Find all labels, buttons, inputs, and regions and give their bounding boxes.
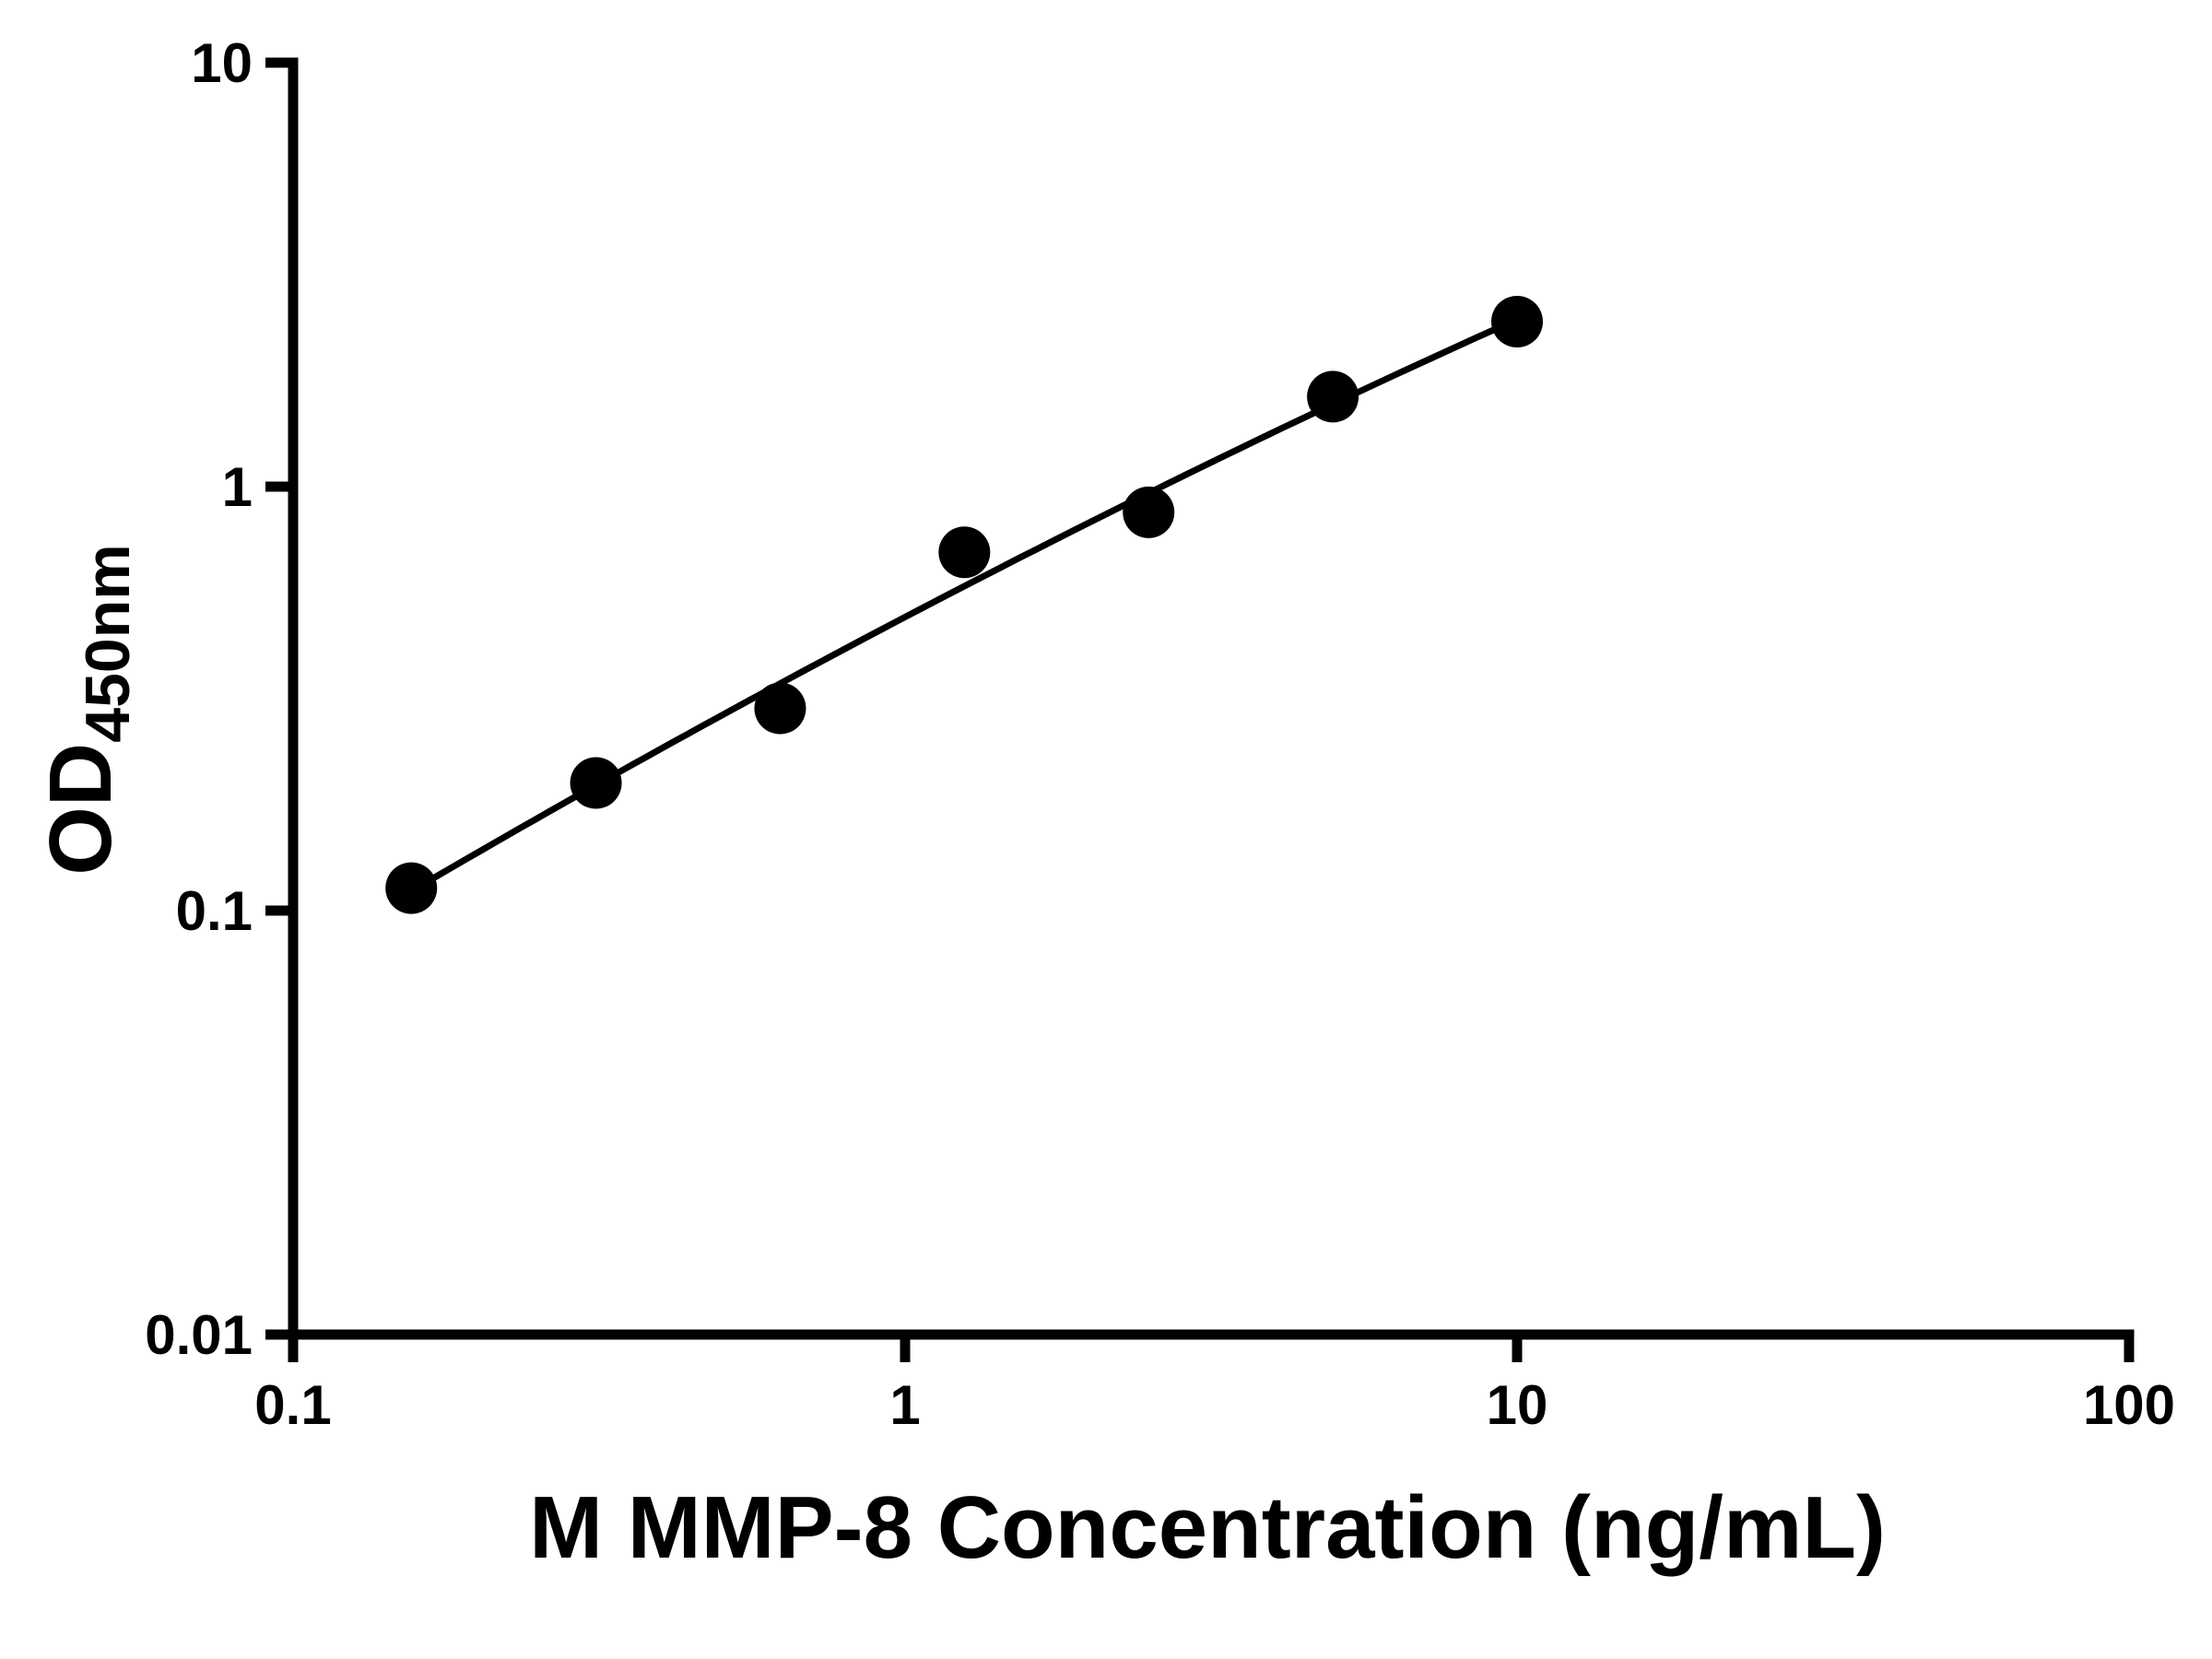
y-axis-title: OD450nm xyxy=(31,544,143,875)
data-point-2 xyxy=(570,757,622,809)
data-point-1 xyxy=(385,862,438,914)
data-point-7 xyxy=(1491,295,1543,347)
data-point-5 xyxy=(1123,486,1175,538)
data-point-4 xyxy=(938,526,991,579)
y-tick-label-10: 10 xyxy=(191,32,253,94)
axis-spine xyxy=(288,57,2135,1340)
x-tick-label-1: 1 xyxy=(889,1374,920,1436)
y-axis-title-sub: 450nm xyxy=(73,544,143,742)
y-tick-label-0.1: 0.1 xyxy=(176,880,253,942)
x-tick-label-10: 10 xyxy=(1487,1374,1548,1436)
y-tick-label-1: 1 xyxy=(222,456,253,518)
data-layer xyxy=(385,295,1543,914)
axes-layer xyxy=(288,57,2135,1340)
data-point-3 xyxy=(754,682,806,735)
x-tick-label-0.1: 0.1 xyxy=(254,1374,331,1436)
y-tick-label-0.01: 0.01 xyxy=(145,1304,253,1366)
x-tick-label-100: 100 xyxy=(2083,1374,2175,1436)
data-point-6 xyxy=(1307,371,1359,423)
y-axis-title-main: OD xyxy=(31,743,130,876)
x-axis-title: M MMP-8 Concentration (ng/mL) xyxy=(529,1478,1886,1577)
